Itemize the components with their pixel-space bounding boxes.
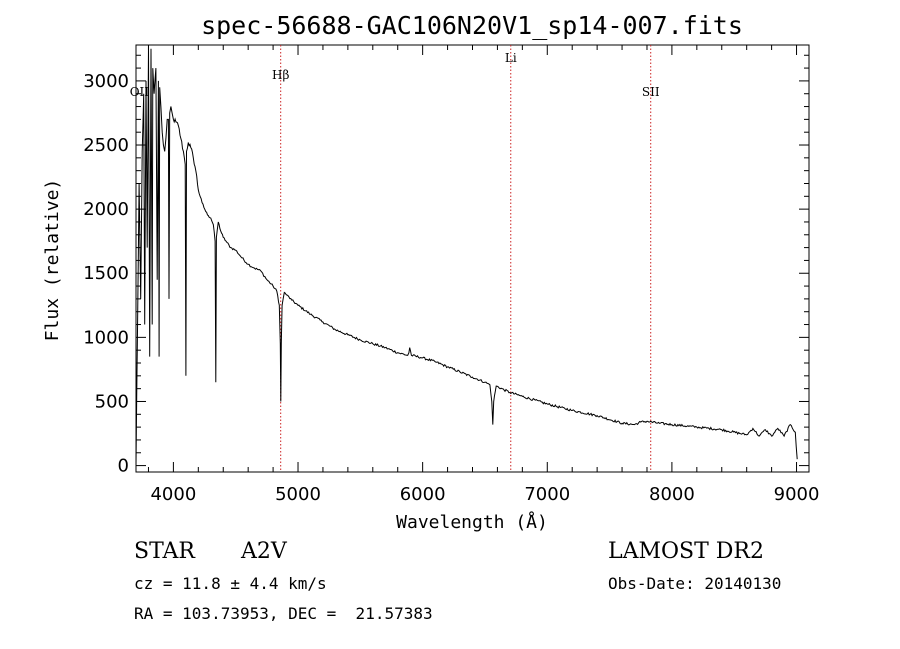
x-tick-label: 8000 (649, 484, 695, 505)
line-markers: OII Hβ Li SII (130, 45, 660, 472)
plot-frame (135, 44, 810, 473)
x-axis-label: Wavelength (Å) (396, 511, 548, 533)
y-tick-label: 3000 (83, 71, 129, 92)
axis-ticks: 4000 5000 6000 7000 8000 9000 0 500 1000 1500 2000… (83, 45, 819, 505)
x-tick-label: 6000 (400, 484, 446, 505)
y-tick-label: 2500 (83, 135, 129, 156)
x-tick-label: 9000 (774, 484, 820, 505)
chart-title: spec-56688-GAC106N20V1_sp14-007.fits (201, 11, 743, 40)
y-tick-label: 1500 (83, 263, 129, 284)
x-tick-label: 5000 (275, 484, 321, 505)
object-subclass: A2V (241, 539, 287, 564)
line-marker-label: SII (642, 85, 660, 99)
survey-label: LAMOST DR2 (608, 539, 764, 564)
obs-date-text: Obs-Date: 20140130 (608, 574, 782, 593)
object-class: STAR (134, 539, 195, 564)
line-marker-label: Li (505, 51, 517, 65)
x-tick-label: 7000 (524, 484, 570, 505)
y-tick-label: 2000 (83, 199, 129, 220)
y-tick-label: 500 (95, 391, 129, 412)
y-tick-label: 0 (118, 456, 129, 477)
redshift-text: cz = 11.8 ± 4.4 km/s (134, 574, 327, 593)
line-marker-label: Hβ (272, 68, 289, 82)
y-tick-label: 1000 (83, 327, 129, 348)
coordinates-text: RA = 103.73953, DEC = 21.57383 (134, 604, 433, 623)
spectrum-line (135, 44, 798, 466)
y-axis-label: Flux (relative) (42, 179, 63, 342)
line-marker-label: OII (130, 85, 150, 99)
x-tick-label: 4000 (150, 484, 196, 505)
